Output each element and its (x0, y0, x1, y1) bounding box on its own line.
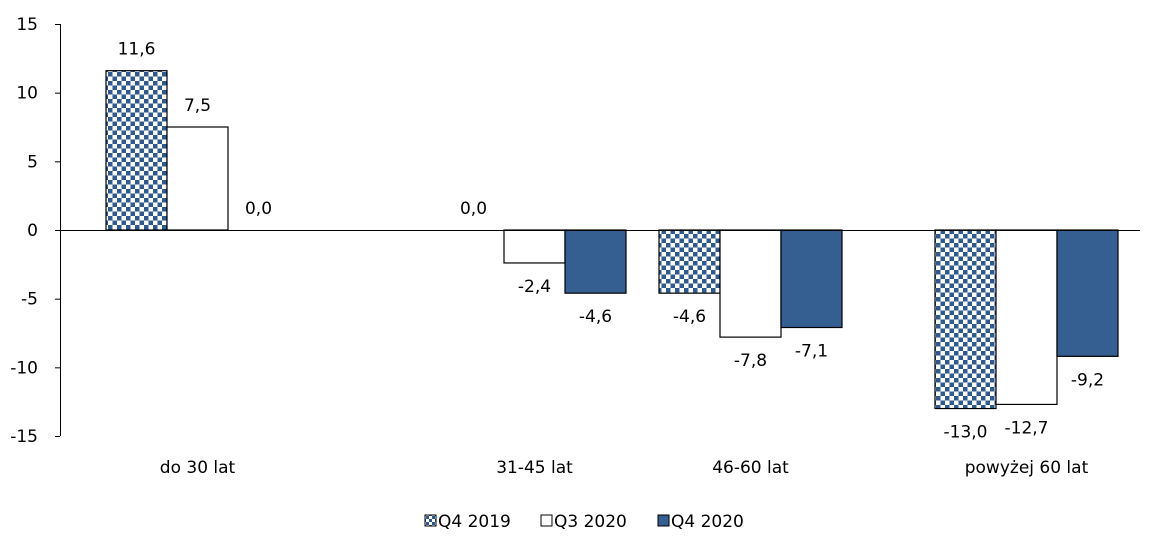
bar-q3-2020-3 (995, 229, 1058, 406)
bar-q4-2019-2 (658, 229, 721, 294)
bar-q3-2020-2 (719, 229, 782, 338)
y-tick-label: 10 (16, 84, 38, 104)
data-label: 0,0 (245, 199, 272, 219)
y-tick-label: -10 (10, 358, 38, 378)
data-labels: 11,6 0,0 -4,6 -13,0 7,5 -2,4 -7,8 -12,7 0,0 -4,6 -… (118, 40, 1105, 443)
legend-label: Q4 2019 (438, 512, 511, 532)
bar-q3-2020-1 (503, 229, 566, 264)
data-label: -4,6 (673, 307, 706, 327)
data-label: -2,4 (518, 277, 551, 297)
bar-q4-2019-3 (934, 229, 997, 410)
x-category-label: 31-45 lat (496, 458, 573, 478)
x-category-label: do 30 lat (160, 458, 236, 478)
data-label: -7,8 (734, 351, 767, 371)
x-axis-categories: do 30 lat 31-45 lat 46-60 lat powyżej 60 la… (160, 458, 1089, 478)
data-label: -7,1 (795, 342, 828, 362)
data-label: 0,0 (460, 199, 487, 219)
y-tick-label: 0 (27, 221, 38, 241)
bar-q4-2020-3 (1056, 229, 1119, 357)
data-label: -12,7 (1005, 418, 1049, 438)
bars (105, 70, 1119, 410)
data-label: -4,6 (579, 307, 612, 327)
bar-q3-2020-0 (166, 126, 229, 231)
bar-q4-2019-0 (105, 70, 168, 231)
y-tick-label: 15 (16, 15, 38, 35)
y-tick-label: 5 (27, 152, 38, 172)
legend-label: Q4 2020 (671, 512, 744, 532)
legend-swatch (540, 514, 553, 527)
data-label: -13,0 (944, 423, 988, 443)
bar-q4-2020-1 (564, 229, 627, 294)
legend-label: Q3 2020 (554, 512, 627, 532)
y-axis: 15 10 5 0 -5 -10 -15 (10, 15, 61, 447)
legend-swatch (424, 514, 437, 527)
x-category-label: 46-60 lat (712, 458, 789, 478)
y-tick-label: -5 (21, 290, 38, 310)
x-category-label: powyżej 60 lat (965, 458, 1089, 478)
data-label: 11,6 (118, 40, 156, 60)
legend: Q4 2019 Q3 2020 Q4 2020 (424, 512, 744, 532)
legend-swatch (657, 514, 670, 527)
data-label: 7,5 (184, 96, 211, 116)
data-label: -9,2 (1071, 370, 1104, 390)
bar-q4-2020-2 (780, 229, 843, 329)
y-tick-label: -15 (10, 427, 38, 447)
